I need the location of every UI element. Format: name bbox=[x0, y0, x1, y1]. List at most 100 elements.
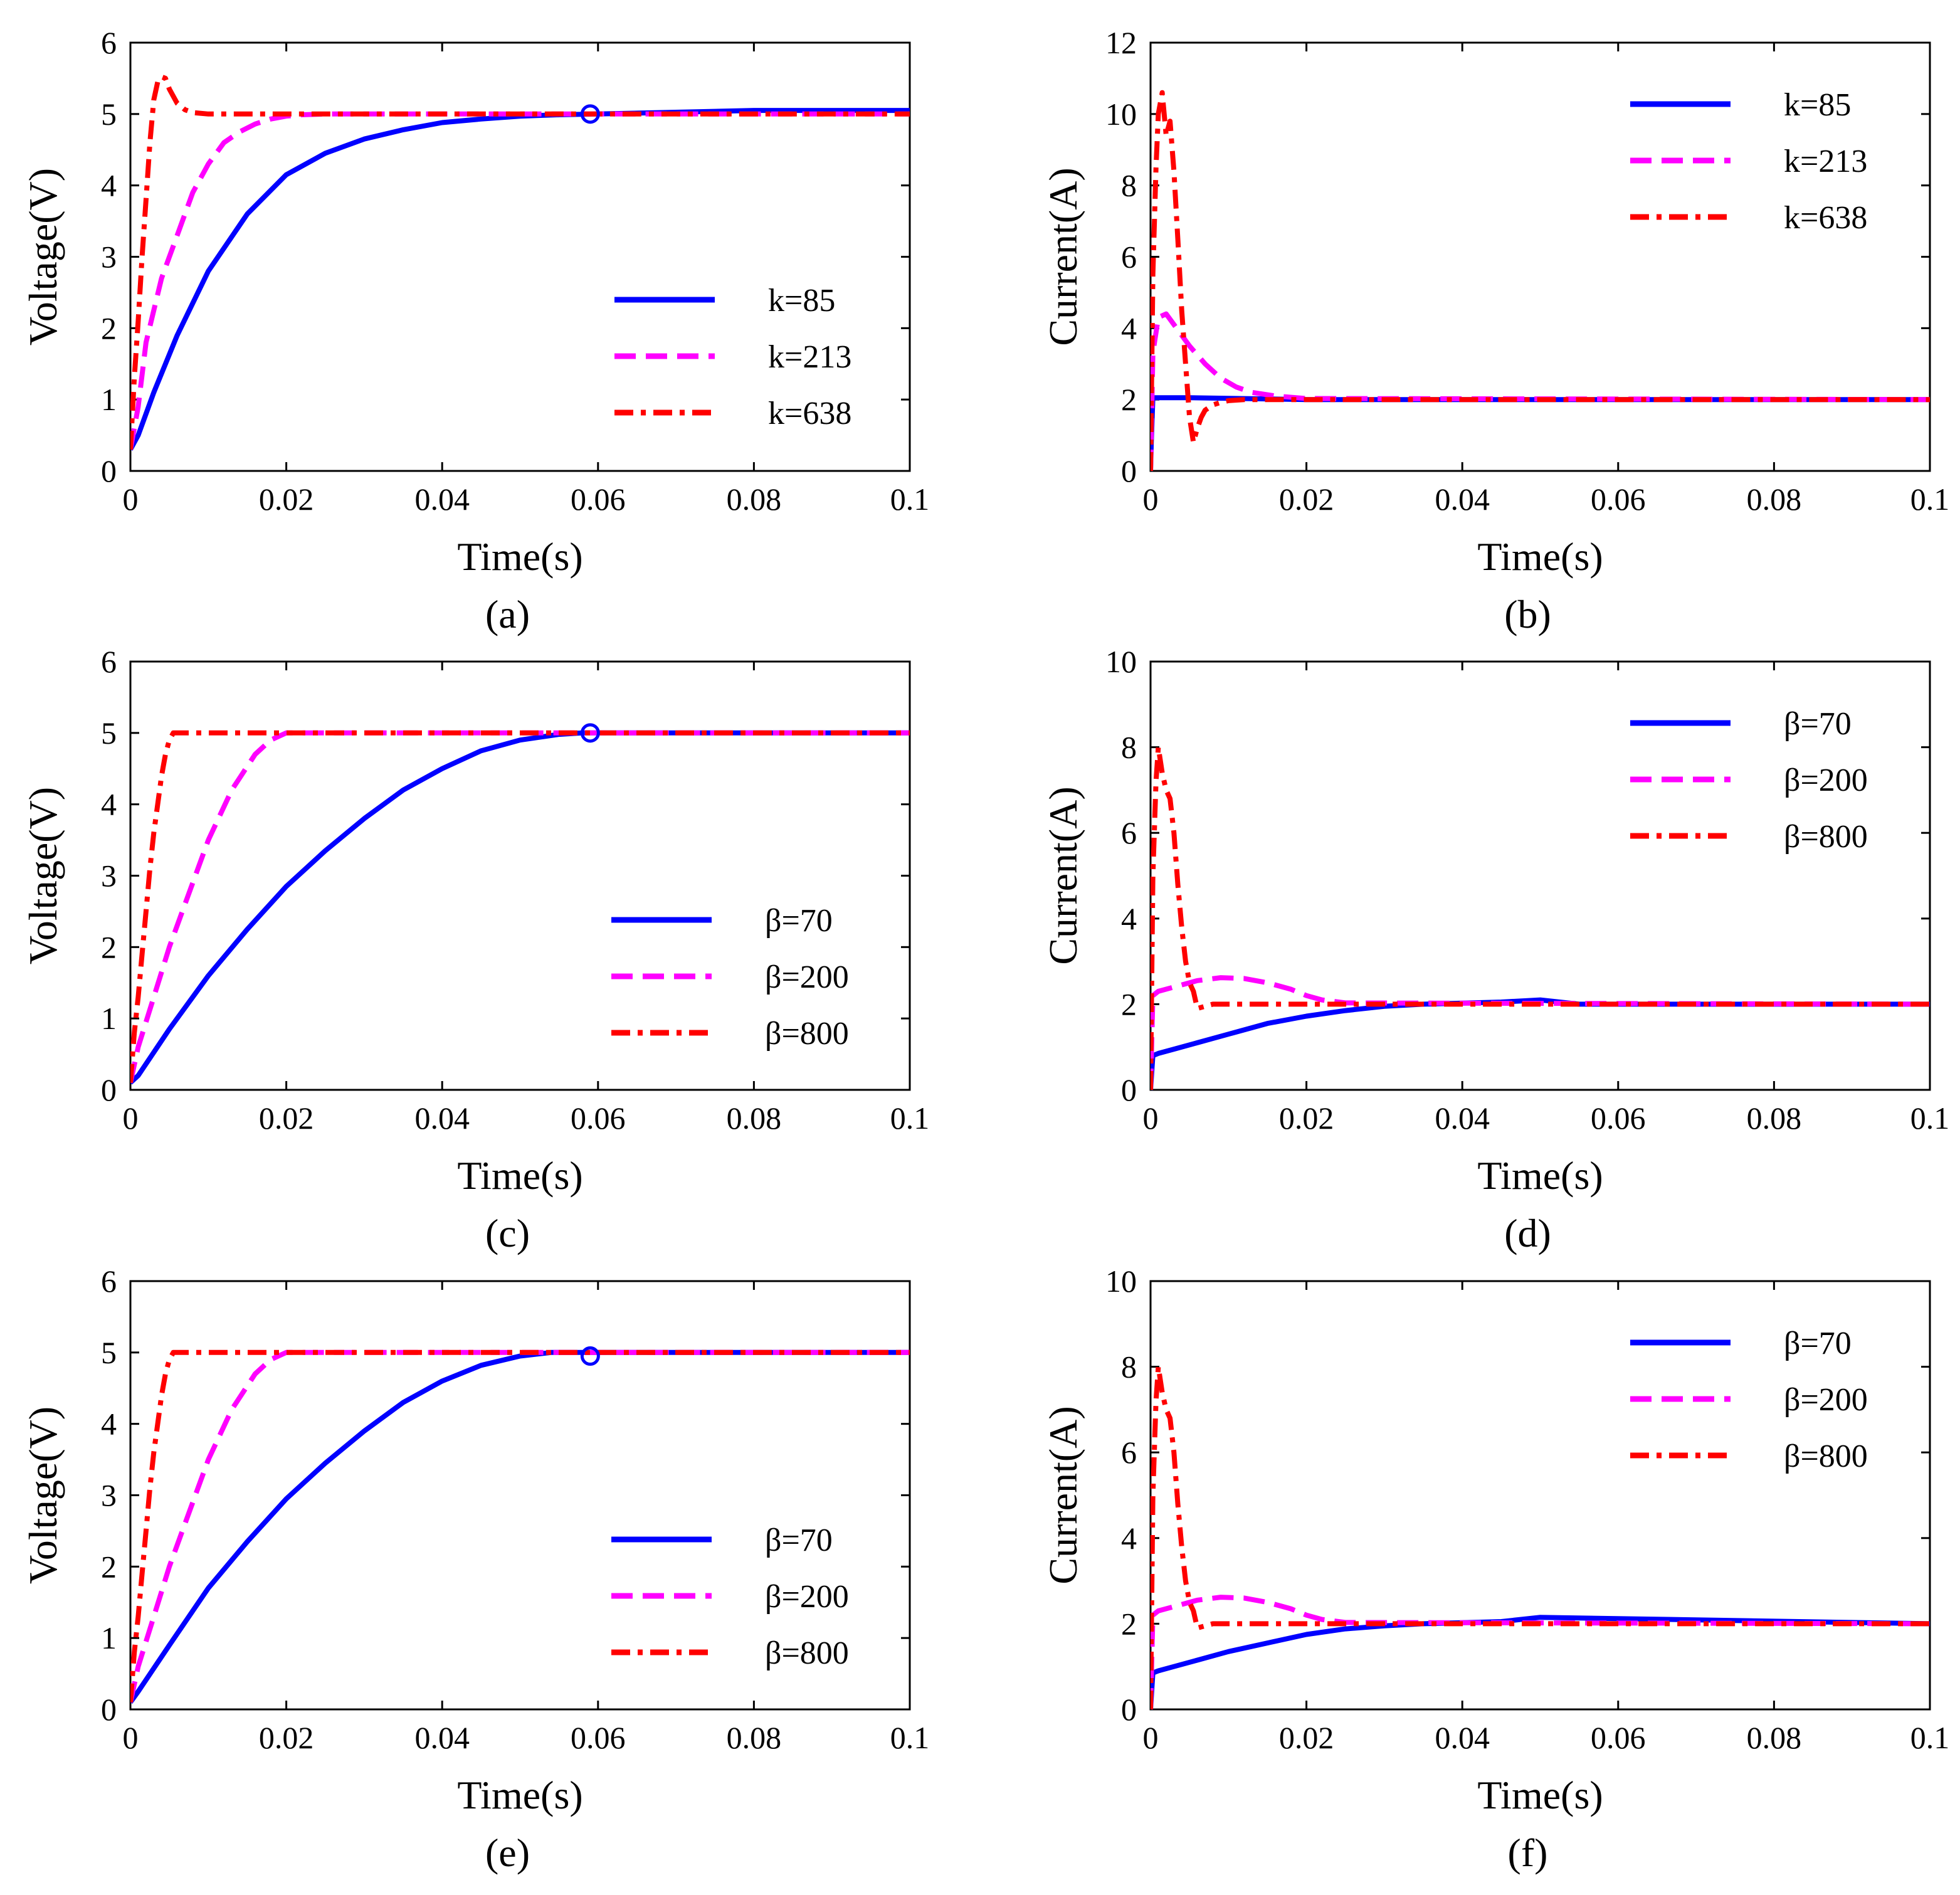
x-tick-label: 0 bbox=[1143, 482, 1159, 517]
legend-label: β=200 bbox=[1784, 1382, 1868, 1418]
legend-label: β=800 bbox=[765, 1635, 849, 1671]
y-tick-label: 2 bbox=[1121, 1606, 1137, 1641]
series-line-2 bbox=[1151, 1364, 1930, 1710]
y-tick-label: 2 bbox=[101, 310, 117, 346]
series-line-2 bbox=[130, 730, 910, 1083]
y-tick-label: 6 bbox=[101, 25, 117, 60]
chart-panel-c: 0 0.02 0.04 0.06 0.08 0.1 0 1 2 3 4 5 6 Time(s) Voltag… bbox=[21, 644, 929, 1255]
x-tick-label: 0.04 bbox=[414, 1720, 470, 1755]
legend-label: k=213 bbox=[1784, 144, 1867, 179]
legend-label: k=213 bbox=[768, 339, 851, 375]
legend-label: k=638 bbox=[768, 396, 851, 431]
y-axis-label: Voltage(V) bbox=[21, 787, 65, 964]
series-line-1 bbox=[1151, 311, 1930, 472]
chart-panel-b: 0 0.02 0.04 0.06 0.08 0.1 0 2 4 6 8 10 12 Time(s) Curr… bbox=[1041, 25, 1949, 636]
y-tick-label: 5 bbox=[101, 715, 117, 751]
y-axis-label: Voltage(V) bbox=[21, 168, 65, 346]
legend-label: β=70 bbox=[1784, 1326, 1852, 1361]
y-axis-label: Voltage(V) bbox=[21, 1407, 65, 1584]
x-tick-label: 0.06 bbox=[1591, 1720, 1646, 1755]
legend: k=85 k=213 k=638 bbox=[1630, 87, 1867, 236]
y-tick-label: 4 bbox=[1121, 1521, 1137, 1556]
x-tick-label: 0.04 bbox=[1435, 1720, 1490, 1755]
y-tick-label: 8 bbox=[1121, 730, 1137, 765]
y-tick-label: 6 bbox=[1121, 240, 1137, 275]
series-line-1 bbox=[130, 111, 910, 450]
circle-marker bbox=[580, 104, 600, 124]
x-tick-label: 0 bbox=[1143, 1101, 1159, 1136]
x-tick-label: 0.02 bbox=[259, 1101, 314, 1136]
legend-label: k=85 bbox=[768, 283, 835, 319]
y-tick-label: 2 bbox=[101, 929, 117, 964]
panel-caption: (f) bbox=[1508, 1830, 1548, 1875]
x-axis-label: Time(s) bbox=[1477, 534, 1603, 579]
y-axis-label: Current(A) bbox=[1041, 1406, 1085, 1584]
y-tick-label: 10 bbox=[1105, 644, 1137, 679]
circle-marker bbox=[580, 1346, 600, 1366]
x-tick-label: 0.02 bbox=[1279, 1101, 1334, 1136]
series-group bbox=[1151, 90, 1930, 472]
x-tick-label: 0.04 bbox=[414, 482, 470, 517]
x-tick-label: 0.08 bbox=[1747, 1720, 1802, 1755]
x-tick-label: 0.06 bbox=[571, 1101, 626, 1136]
y-tick-label: 1 bbox=[101, 382, 117, 417]
legend-label: β=70 bbox=[1784, 706, 1852, 742]
x-tick-label: 0.1 bbox=[890, 1101, 930, 1136]
y-tick-label: 4 bbox=[1121, 901, 1137, 936]
y-tick-label: 0 bbox=[101, 453, 117, 488]
x-tick-label: 0.06 bbox=[571, 1720, 626, 1755]
legend: β=70 β=200 β=800 bbox=[611, 903, 849, 1052]
legend: β=70 β=200 β=800 bbox=[1630, 1326, 1868, 1474]
x-tick-label: 0.08 bbox=[727, 1101, 782, 1136]
legend-label: β=200 bbox=[765, 959, 849, 995]
series-group bbox=[130, 1349, 910, 1704]
legend-label: β=200 bbox=[765, 1579, 849, 1615]
plot-frame bbox=[1149, 660, 1931, 1091]
x-tick-label: 0.1 bbox=[1910, 1720, 1950, 1755]
x-axis-label: Time(s) bbox=[457, 534, 582, 579]
y-tick-label: 3 bbox=[101, 240, 117, 275]
y-axis-label: Current(A) bbox=[1041, 167, 1085, 346]
series-line-2 bbox=[130, 1349, 910, 1702]
y-tick-label: 0 bbox=[1121, 1692, 1137, 1727]
y-tick-label: 0 bbox=[101, 1692, 117, 1727]
panel-caption: (b) bbox=[1504, 592, 1551, 636]
y-tick-label: 12 bbox=[1105, 25, 1137, 60]
x-tick-label: 0.1 bbox=[890, 1720, 930, 1755]
x-tick-label: 0.1 bbox=[890, 482, 930, 517]
x-tick-label: 0.04 bbox=[1435, 1101, 1490, 1136]
x-tick-label: 0.02 bbox=[259, 482, 314, 517]
panel-caption: (a) bbox=[485, 592, 530, 636]
y-tick-label: 10 bbox=[1105, 97, 1137, 132]
legend-label: β=800 bbox=[1784, 819, 1868, 855]
series-line-2 bbox=[1151, 90, 1930, 472]
legend-label: β=800 bbox=[1784, 1438, 1868, 1474]
x-tick-label: 0.02 bbox=[1279, 482, 1334, 517]
legend-label: k=85 bbox=[1784, 87, 1851, 123]
y-tick-label: 4 bbox=[1121, 310, 1137, 346]
panel-caption: (c) bbox=[485, 1211, 530, 1255]
series-group bbox=[1151, 1364, 1930, 1710]
x-tick-label: 0 bbox=[123, 1720, 139, 1755]
legend: β=70 β=200 β=800 bbox=[611, 1523, 849, 1671]
x-tick-label: 0.1 bbox=[1910, 482, 1950, 517]
x-axis-label: Time(s) bbox=[457, 1153, 582, 1198]
y-tick-label: 10 bbox=[1105, 1264, 1137, 1299]
panel-caption: (e) bbox=[485, 1830, 530, 1875]
series-group bbox=[130, 730, 910, 1085]
y-tick-label: 6 bbox=[101, 644, 117, 679]
legend: k=85 k=213 k=638 bbox=[614, 283, 851, 431]
x-axis-label: Time(s) bbox=[1477, 1153, 1603, 1198]
x-tick-label: 0.06 bbox=[571, 482, 626, 517]
y-tick-label: 1 bbox=[101, 1001, 117, 1036]
x-tick-label: 0.06 bbox=[1591, 482, 1646, 517]
y-axis-label: Current(A) bbox=[1041, 786, 1085, 964]
series-line-0 bbox=[130, 730, 910, 1085]
legend-label: β=200 bbox=[1784, 763, 1868, 798]
x-tick-label: 0.06 bbox=[1591, 1101, 1646, 1136]
x-axis-label: Time(s) bbox=[1477, 1773, 1603, 1817]
y-tick-label: 2 bbox=[1121, 382, 1137, 417]
y-tick-label: 8 bbox=[1121, 168, 1137, 203]
x-tick-label: 0.08 bbox=[1747, 482, 1802, 517]
